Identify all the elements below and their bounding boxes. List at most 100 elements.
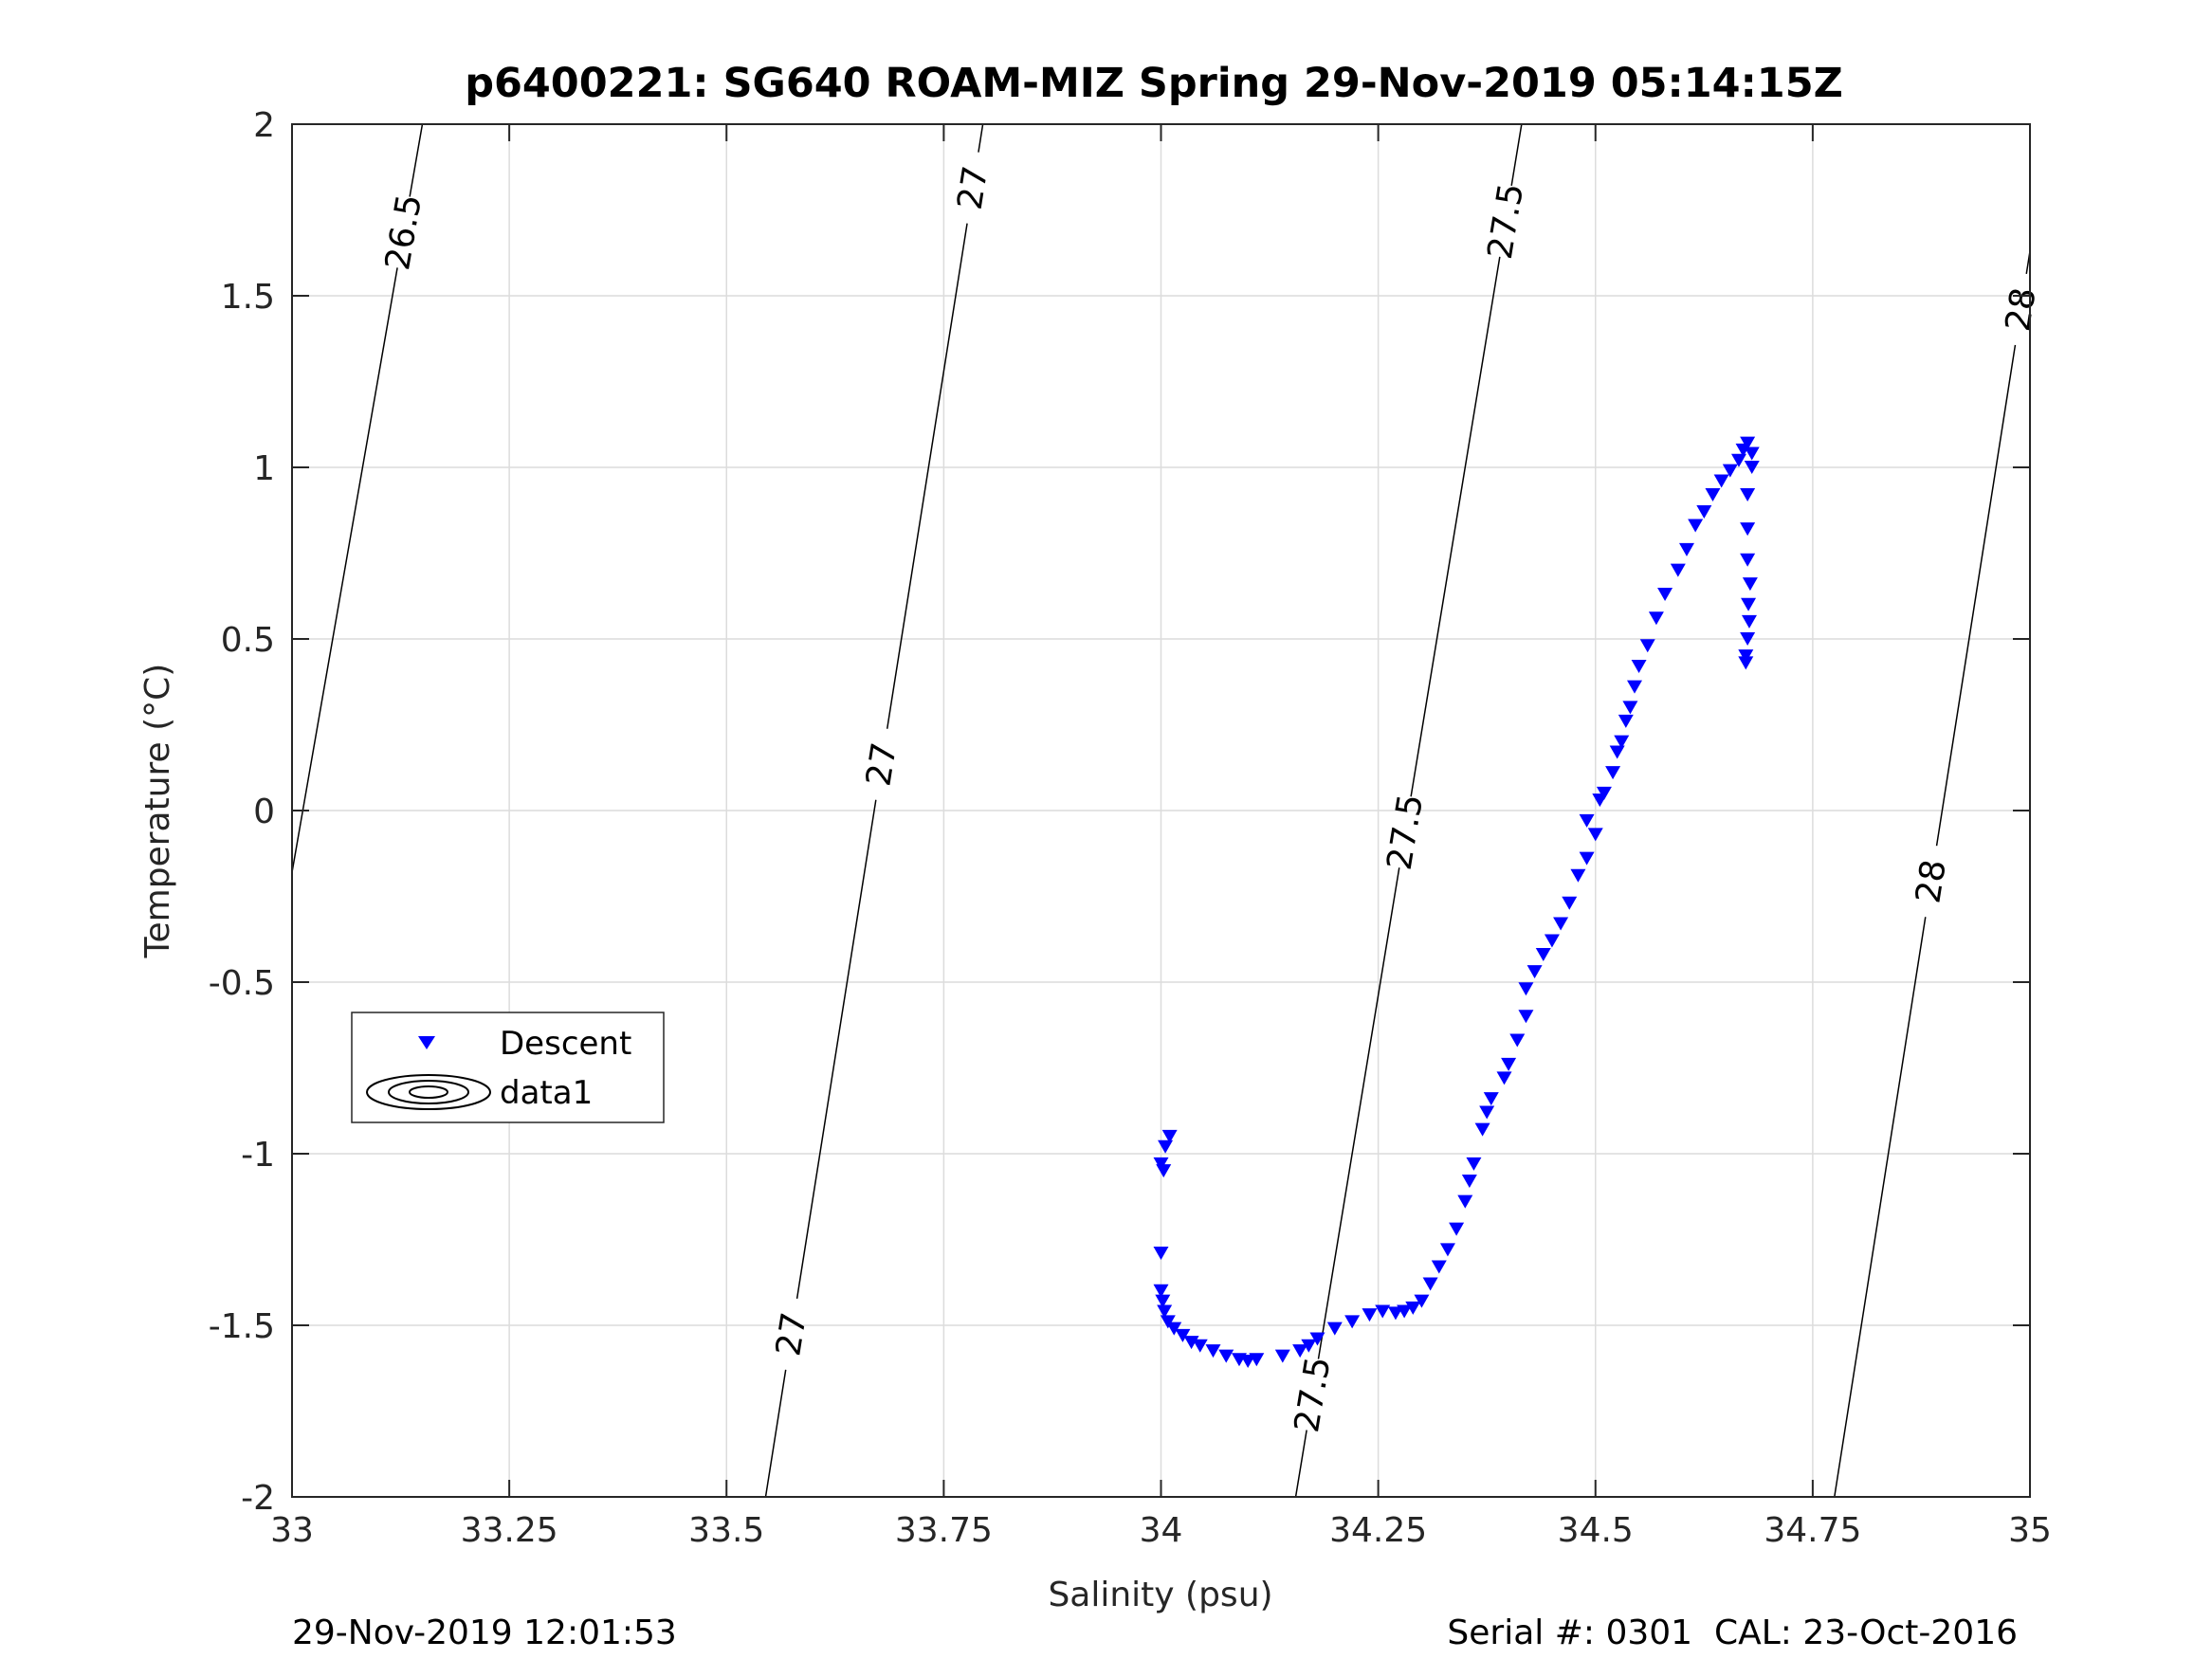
descent-point (1705, 487, 1721, 501)
descent-point (1496, 1071, 1512, 1085)
y-tick-label: -1.5 (209, 1307, 275, 1346)
y-axis-ticks: 2 1.5 1 0.5 0 -0.5 -1 -1.5 -2 (209, 106, 2030, 1518)
y-tick-label: -0.5 (209, 964, 275, 1003)
descent-point (1648, 611, 1664, 626)
descent-point (1741, 597, 1757, 611)
x-tick-label: 33.5 (688, 1511, 764, 1550)
descent-point (1518, 1010, 1534, 1024)
descent-point (1160, 1315, 1176, 1329)
contour-line (978, 123, 984, 153)
descent-point (1535, 948, 1551, 962)
x-tick-label: 35 (2008, 1511, 2052, 1550)
descent-point (1175, 1328, 1191, 1342)
x-axis-label: Salinity (psu) (1048, 1576, 1272, 1614)
footer-serial-cal: Serial #: 0301 CAL: 23-Oct-2016 (1447, 1613, 2018, 1652)
descent-point (1596, 786, 1612, 800)
descent-point (1678, 542, 1694, 556)
descent-point (1461, 1174, 1477, 1188)
legend-descent-label: Descent (500, 1025, 631, 1063)
descent-point (1192, 1339, 1208, 1353)
contour-line (1410, 256, 1501, 797)
descent-point (1479, 1105, 1495, 1120)
descent-point (1742, 577, 1758, 592)
descent-point (1397, 1304, 1413, 1319)
legend-contour-icon (366, 1074, 491, 1110)
descent-point (1157, 1304, 1173, 1319)
contour-line (1317, 867, 1400, 1359)
x-tick-label: 34.75 (1764, 1511, 1861, 1550)
descent-point (1722, 464, 1738, 478)
descent-point (1166, 1322, 1182, 1336)
x-tick-label: 33.75 (895, 1511, 993, 1550)
contour-line (1510, 123, 1523, 186)
descent-point (1570, 868, 1586, 883)
contour-line (764, 1369, 787, 1498)
descent-point (1744, 461, 1760, 474)
descent-point (1301, 1339, 1317, 1353)
descent-point (1688, 519, 1704, 533)
legend-box (351, 1012, 665, 1123)
descent-point (1405, 1301, 1421, 1315)
descent-point (1153, 1246, 1169, 1260)
descent-point (1579, 813, 1595, 828)
descent-point (1422, 1277, 1438, 1291)
descent-point (1414, 1294, 1430, 1308)
contour-line (1294, 1430, 1307, 1498)
contour-line (409, 123, 424, 197)
legend: Descent data1 (351, 1012, 665, 1123)
x-tick-label: 34.5 (1558, 1511, 1634, 1550)
y-tick-label: -2 (241, 1479, 275, 1518)
descent-point (1158, 1139, 1174, 1154)
chart-title: p6400221: SG640 ROAM-MIZ Spring 29-Nov-2… (465, 60, 1843, 107)
y-axis-label: Temperature (°C) (138, 664, 177, 959)
contour-line (886, 223, 968, 729)
descent-point (1474, 1122, 1490, 1137)
x-tick-label: 33 (270, 1511, 314, 1550)
descent-point (1326, 1322, 1343, 1336)
descent-point (1622, 701, 1638, 715)
contour-label: 28 (1909, 857, 1954, 906)
contour-label: 27 (859, 740, 905, 790)
descent-point (1431, 1260, 1447, 1274)
descent-point (1466, 1157, 1482, 1171)
descent-point (1240, 1355, 1256, 1369)
descent-point (1614, 735, 1630, 749)
descent-point (1183, 1336, 1199, 1350)
x-tick-label: 34.25 (1329, 1511, 1427, 1550)
descent-point (1587, 828, 1603, 842)
descent-point (1205, 1344, 1221, 1358)
descent-point (1618, 714, 1634, 728)
descent-point (1161, 1129, 1178, 1143)
descent-point (1375, 1304, 1391, 1319)
footer-timestamp: 29-Nov-2019 12:01:53 (292, 1613, 677, 1652)
descent-point (1744, 447, 1760, 461)
descent-point (1657, 587, 1673, 601)
descent-point (1713, 474, 1729, 488)
descent-point (1738, 649, 1754, 664)
descent-point (1605, 766, 1621, 780)
descent-point (1439, 1243, 1455, 1257)
descent-point (1740, 522, 1756, 537)
descent-point (1562, 896, 1578, 910)
descent-point (1553, 917, 1569, 931)
descent-point (1153, 1157, 1169, 1171)
descent-point (1387, 1306, 1403, 1321)
descent-point (1309, 1332, 1325, 1346)
descent-point (1544, 934, 1560, 948)
contour-label: 28 (1999, 285, 2044, 335)
y-tick-label: 1 (253, 449, 275, 488)
descent-point (1274, 1349, 1290, 1363)
descent-point (1579, 851, 1595, 866)
x-tick-label: 34 (1140, 1511, 1183, 1550)
descent-point (1509, 1033, 1526, 1048)
descent-point (1344, 1315, 1361, 1329)
descent-points (1153, 436, 1760, 1369)
descent-point (1740, 632, 1756, 646)
y-tick-label: -1 (241, 1136, 275, 1175)
contour-line (1834, 917, 1927, 1498)
descent-point (1526, 965, 1543, 979)
y-tick-label: 2 (253, 106, 275, 145)
x-tick-label: 33.25 (461, 1511, 558, 1550)
